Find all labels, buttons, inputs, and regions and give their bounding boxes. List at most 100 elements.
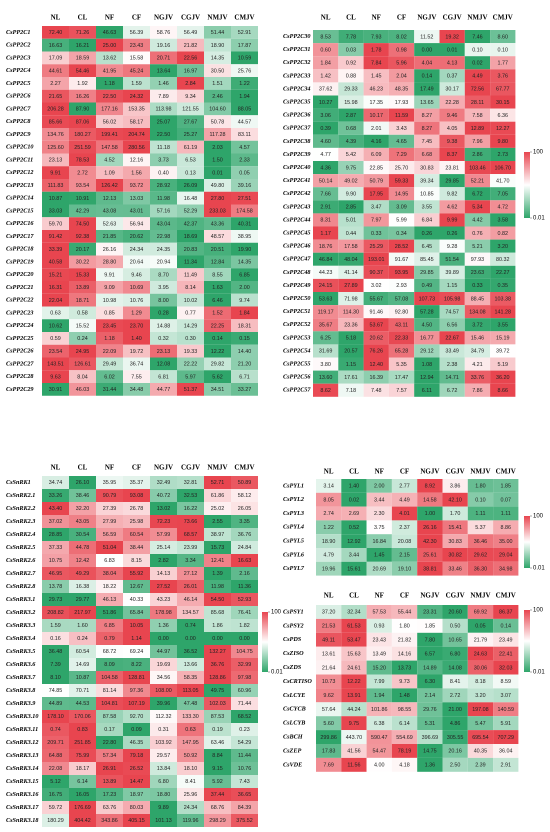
heatmap-cell	[96, 593, 123, 606]
cell-label: 1.86	[212, 623, 223, 629]
cell-label: 52.29	[184, 209, 198, 215]
heatmap-cell	[69, 489, 96, 502]
heatmap-cell	[123, 319, 150, 332]
heatmap-cell	[338, 95, 364, 109]
cell-label: 39.96	[157, 701, 171, 707]
heatmap-cell	[177, 489, 204, 502]
cell-label: 0.00	[239, 636, 250, 642]
cell-label: 0.23	[239, 727, 250, 733]
heatmap-cell	[123, 383, 150, 396]
cell-label: 1.70	[450, 511, 461, 517]
heatmap-cell	[313, 226, 339, 240]
heatmap-cell	[69, 383, 96, 396]
cell-label: 19.16	[157, 43, 171, 49]
heatmap-cell	[150, 541, 177, 554]
cell-label: 5.60	[323, 721, 334, 727]
heatmap-cell	[366, 548, 392, 562]
cell-label: 20.17	[76, 247, 90, 253]
cell-label: 1.51	[212, 81, 223, 87]
cell-label: 38.95	[238, 234, 252, 240]
cell-label: 180.27	[74, 132, 91, 138]
heatmap-cell	[341, 534, 367, 548]
cell-label: 9.89	[158, 805, 169, 811]
heatmap-cell	[177, 268, 204, 281]
cell-label: 8.41	[450, 679, 461, 685]
heatmap-cell	[414, 292, 440, 306]
cell-label: 46.14	[184, 597, 198, 603]
cell-label: 7.46	[472, 34, 483, 40]
cell-label: 22.33	[395, 336, 409, 342]
heatmap-cell	[204, 554, 231, 567]
heatmap-cell	[177, 801, 204, 814]
heatmap-cell	[231, 293, 258, 307]
cell-label: 0.26	[422, 231, 433, 237]
heatmap-cell	[316, 757, 342, 772]
cell-label: 25.98	[130, 519, 144, 525]
heatmap-cell	[96, 645, 123, 658]
heatmap-cell	[490, 305, 516, 319]
cell-label: 6.84	[422, 218, 433, 224]
heatmap-cell	[313, 69, 339, 83]
cell-label: 104.58	[101, 675, 118, 681]
heatmap-cell	[96, 370, 123, 383]
heatmap-cell	[414, 187, 440, 201]
heatmap-cell	[231, 593, 258, 606]
heatmap-cell	[493, 492, 519, 507]
heatmap-cell	[177, 77, 204, 90]
cell-label: 32.53	[184, 493, 198, 499]
cell-label: 44.53	[76, 701, 90, 707]
heatmap-cell	[464, 252, 491, 266]
row-label: CsPYL1	[283, 482, 304, 489]
cell-label: 0.14	[501, 624, 512, 630]
heatmap-cell	[231, 319, 258, 332]
cell-label: 16.38	[76, 584, 90, 590]
cell-label: 2.30	[374, 511, 385, 517]
heatmap-cell	[204, 632, 231, 645]
cell-label: 24.35	[157, 247, 171, 253]
heatmap-cell	[96, 541, 123, 554]
heatmap-cell	[388, 56, 415, 70]
cell-label: 24.63	[474, 651, 488, 657]
heatmap-cell	[69, 128, 96, 141]
heatmap-cell	[442, 757, 468, 772]
cell-label: 0.01	[447, 47, 458, 53]
cell-label: 6.72	[447, 388, 458, 394]
cell-label: 5.34	[472, 205, 483, 211]
cell-label: 10.85	[420, 191, 434, 197]
heatmap-cell	[42, 749, 69, 762]
cell-label: 44.77	[157, 387, 171, 393]
cell-label: 33.27	[238, 387, 252, 393]
cell-label: 128.86	[209, 675, 226, 681]
row-label: CsPP2C21	[6, 284, 34, 291]
cell-label: 10.98	[103, 298, 117, 304]
cell-label: 7.93	[371, 34, 382, 40]
cell-label: 9.91	[50, 170, 61, 176]
heatmap-cell	[341, 618, 367, 633]
cell-label: 18.17	[76, 766, 90, 772]
heatmap-cell	[231, 38, 258, 52]
cell-label: 3.47	[371, 205, 382, 211]
heatmap-cell	[42, 255, 69, 269]
heatmap-cell	[42, 697, 69, 710]
cell-label: 4.79	[323, 553, 334, 559]
heatmap-cell	[316, 632, 342, 647]
cell-label: 5.97	[185, 374, 196, 380]
heatmap-cell	[96, 489, 123, 502]
cell-label: 43.01	[130, 209, 144, 215]
cell-label: 5.12	[50, 779, 61, 785]
heatmap-cell	[316, 688, 342, 703]
cell-label: 8.09	[104, 662, 115, 668]
heatmap-cell	[313, 252, 339, 266]
cell-label: 3.73	[158, 158, 169, 164]
cell-label: 85.66	[49, 119, 63, 125]
heatmap-cell	[150, 38, 177, 52]
cell-label: 93.72	[130, 183, 144, 189]
cell-label: 0.79	[104, 636, 115, 642]
heatmap-cell	[363, 174, 389, 188]
cell-label: 3.86	[450, 484, 461, 490]
heatmap-cell	[123, 502, 150, 515]
cell-label: 9.82	[447, 191, 458, 197]
cell-label: 18.69	[184, 234, 198, 240]
heatmap-cell	[150, 344, 177, 358]
heatmap-cell	[204, 619, 231, 632]
